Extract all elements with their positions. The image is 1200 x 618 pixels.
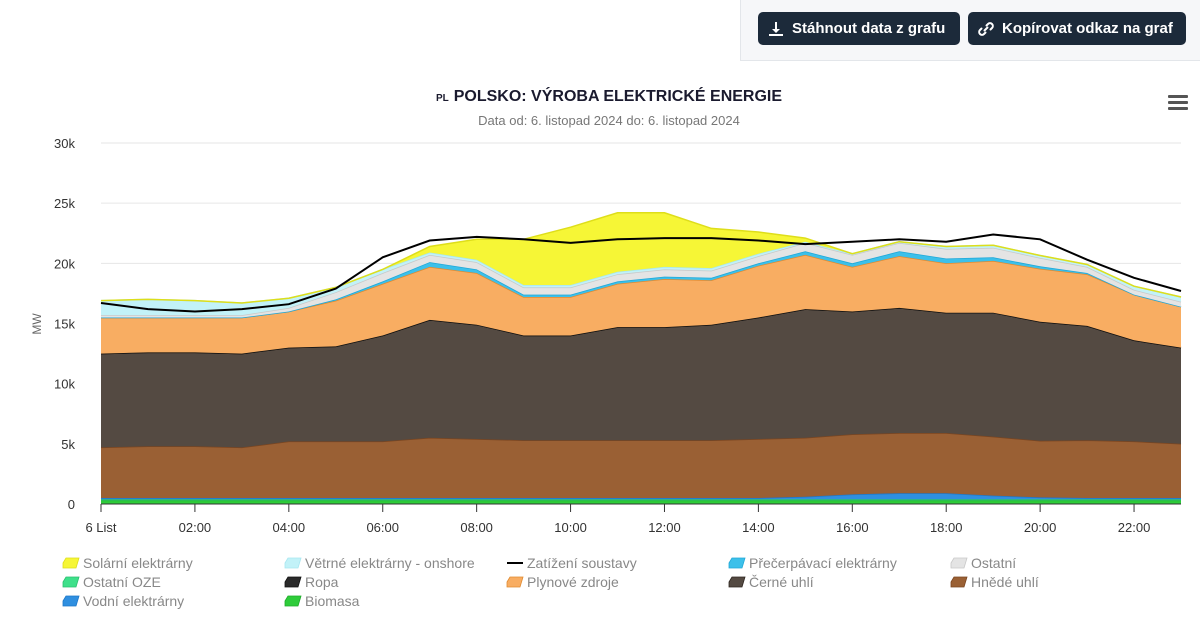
legend-item-vodni-elektrarny[interactable]: Vodní elektrárny	[62, 593, 184, 609]
hamburger-menu-icon[interactable]	[1168, 95, 1188, 111]
x-tick-label: 10:00	[554, 520, 587, 535]
legend-symbol	[284, 576, 302, 588]
legend-item-cerne-uhli[interactable]: Černé uhlí	[728, 574, 814, 590]
legend-label: Plynové zdroje	[527, 574, 619, 590]
download-data-button[interactable]: Stáhnout data z grafu	[758, 12, 960, 45]
y-tick-label: 15k	[54, 317, 75, 332]
legend-symbol	[62, 576, 80, 588]
x-tick-label: 16:00	[836, 520, 869, 535]
stacked-areas	[100, 212, 1182, 504]
x-tick-label: 02:00	[179, 520, 212, 535]
legend-symbol	[506, 576, 524, 588]
legend-item-vetrne-elektrarny-onshore[interactable]: Větrné elektrárny - onshore	[284, 555, 475, 571]
legend-item-biomasa[interactable]: Biomasa	[284, 593, 360, 609]
legend-symbol	[950, 576, 968, 588]
x-tick-label: 08:00	[460, 520, 493, 535]
area-solarni-elektrarny[interactable]	[101, 212, 1181, 303]
y-tick-label: 5k	[61, 437, 75, 452]
legend-label: Hnědé uhlí	[971, 574, 1039, 590]
legend-label: Ostatní OZE	[83, 574, 161, 590]
y-tick-label: 20k	[54, 256, 75, 271]
copy-link-label: Kopírovat odkaz na graf	[1002, 20, 1173, 37]
download-icon	[769, 21, 783, 36]
x-tick-label: 06:00	[366, 520, 399, 535]
area-hnede-uhli[interactable]	[101, 433, 1181, 498]
x-tick-label: 22:00	[1118, 520, 1151, 535]
legend-item-ostatni[interactable]: Ostatní	[950, 555, 1016, 571]
y-tick-label: 30k	[54, 136, 75, 151]
line-zatizeni-soustavy[interactable]	[100, 233, 1182, 313]
legend-label: Přečerpávací elektrárny	[749, 555, 897, 571]
chart-title-text: POLSKO: VÝROBA ELEKTRICKÉ ENERGIE	[454, 86, 783, 105]
legend-label: Černé uhlí	[749, 574, 814, 590]
legend-symbol	[62, 557, 80, 569]
legend-item-ostatni-oze[interactable]: Ostatní OZE	[62, 574, 161, 590]
legend-label: Větrné elektrárny - onshore	[305, 555, 475, 571]
link-icon	[978, 21, 994, 36]
chart-title: PL POLSKO: VÝROBA ELEKTRICKÉ ENERGIE	[436, 86, 782, 105]
legend-item-solarni-elektrarny[interactable]: Solární elektrárny	[62, 555, 193, 571]
area-vodni-elektrarny[interactable]	[101, 493, 1181, 500]
area-cerne-uhli[interactable]	[101, 307, 1181, 448]
x-tick-label: 6 List	[85, 520, 116, 535]
area-plynove-zdroje[interactable]	[101, 254, 1181, 354]
x-tick-label: 20:00	[1024, 520, 1057, 535]
y-tick-label: 25k	[54, 196, 75, 211]
y-axis-label: MW	[30, 313, 44, 335]
legend-symbol	[950, 557, 968, 569]
legend-symbol	[284, 595, 302, 607]
load-line	[100, 233, 1182, 313]
legend-label: Vodní elektrárny	[83, 593, 184, 609]
legend-label: Biomasa	[305, 593, 360, 609]
toolbar: Stáhnout data z grafu Kopírovat odkaz na…	[740, 0, 1200, 61]
y-ticks: 0 5k 10k 15k 20k 25k 30k	[54, 136, 75, 512]
x-tick-label: 14:00	[742, 520, 775, 535]
legend-item-zatizeni-soustavy[interactable]: Zatížení soustavy	[507, 555, 637, 571]
legend-symbol	[284, 557, 302, 569]
legend-label: Ropa	[305, 574, 339, 590]
x-tick-label: 04:00	[273, 520, 306, 535]
chart-subtitle: Data od: 6. listopad 2024 do: 6. listopa…	[478, 113, 740, 128]
x-tick-label: 12:00	[648, 520, 681, 535]
chart-title-prefix: PL	[436, 93, 449, 104]
y-tick-label: 10k	[54, 377, 75, 392]
x-ticks: 6 List 02:00 04:00 06:00 08:00 10:00 12:00 14:0…	[85, 503, 1181, 535]
download-data-label: Stáhnout data z grafu	[792, 20, 946, 37]
x-tick-label: 18:00	[930, 520, 963, 535]
legend: Solární elektrárny Větrné elektrárny - on…	[62, 555, 1039, 609]
legend-symbol	[728, 576, 746, 588]
legend-symbol	[728, 557, 746, 569]
legend-item-hnede-uhli[interactable]: Hnědé uhlí	[950, 574, 1039, 590]
area-biomasa[interactable]	[101, 500, 1181, 504]
legend-label: Solární elektrárny	[83, 555, 193, 571]
area-vetrne-elektrarny-onshore[interactable]	[101, 241, 1181, 316]
y-tick-label: 0	[68, 497, 75, 512]
legend-item-precerpavaci-elektrarny[interactable]: Přečerpávací elektrárny	[728, 555, 897, 571]
legend-item-ropa[interactable]: Ropa	[284, 574, 339, 590]
legend-item-plynove-zdroje[interactable]: Plynové zdroje	[506, 574, 619, 590]
legend-label: Ostatní	[971, 555, 1016, 571]
copy-link-button[interactable]: Kopírovat odkaz na graf	[968, 12, 1186, 45]
area-edge-solarni-elektrarny	[100, 212, 1182, 304]
legend-label: Zatížení soustavy	[527, 555, 637, 571]
legend-symbol	[62, 595, 80, 607]
